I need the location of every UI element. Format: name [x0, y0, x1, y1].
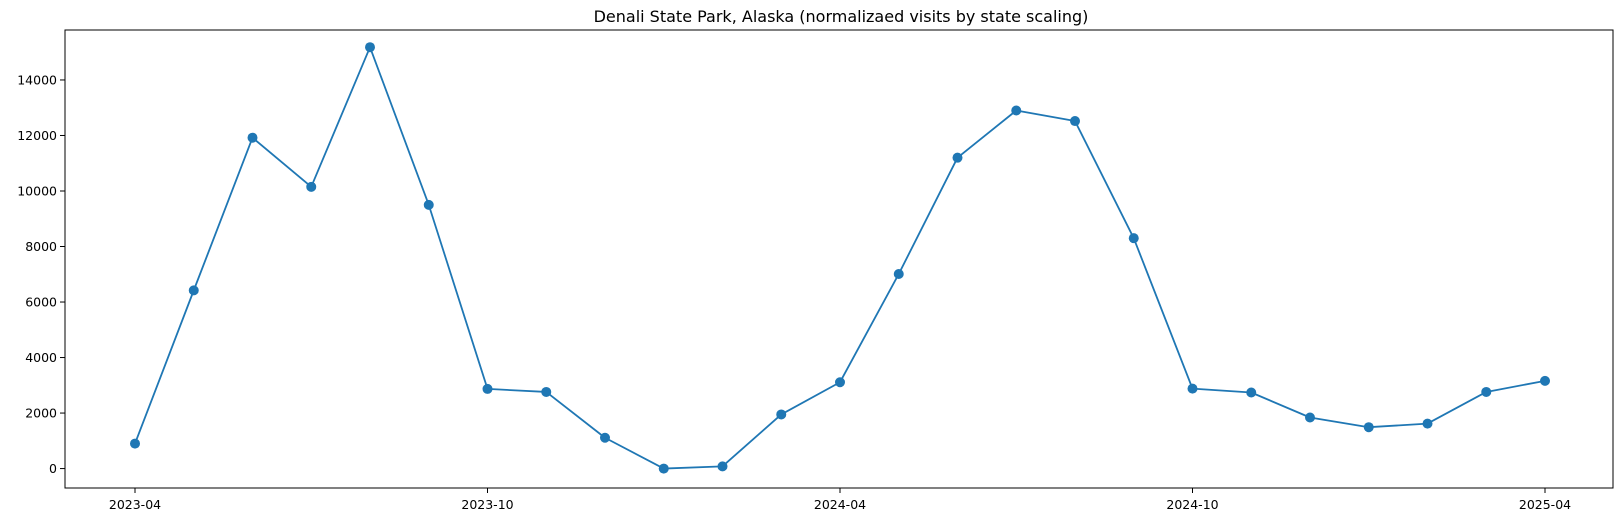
y-tick-label: 2000: [25, 406, 57, 421]
data-point: [423, 199, 434, 210]
data-point: [1070, 116, 1080, 127]
data-point: [1011, 105, 1022, 116]
data-point: [1128, 233, 1139, 244]
x-axis: 2023-04 2023-10 2024-04 2024-10 2025-04: [109, 488, 1571, 512]
y-tick-label: 12000: [17, 128, 57, 143]
data-point: [600, 432, 610, 443]
data-point: [306, 181, 317, 192]
data-point: [1540, 375, 1550, 386]
y-tick-label: 6000: [25, 295, 57, 310]
data-point: [365, 42, 375, 53]
data-point: [717, 461, 728, 472]
x-tick-label: 2024-10: [1166, 497, 1218, 512]
data-point: [835, 377, 845, 388]
data-point: [188, 285, 199, 296]
data-point: [482, 383, 493, 394]
data-point: [1481, 386, 1492, 397]
series-line: [134, 46, 1546, 470]
data-point: [1363, 422, 1374, 433]
data-point: [952, 152, 963, 163]
x-tick-label: 2024-04: [814, 497, 866, 512]
data-point: [247, 132, 258, 143]
data-point: [1422, 418, 1433, 429]
data-point: [658, 463, 669, 474]
data-point: [1246, 387, 1257, 398]
plot-area-frame: [64, 29, 1614, 489]
y-tick-label: 14000: [17, 72, 57, 87]
data-point: [776, 409, 787, 420]
y-tick-label: 4000: [25, 350, 57, 365]
data-point: [1187, 383, 1198, 394]
x-tick-label: 2025-04: [1519, 497, 1571, 512]
x-tick-label: 2023-10: [461, 497, 513, 512]
data-point: [541, 386, 552, 397]
y-axis: 0 2000 4000 6000 8000 10000 12000 14000: [17, 72, 65, 476]
y-tick-label: 8000: [25, 239, 57, 254]
series-group: [130, 42, 1550, 474]
data-point: [893, 268, 904, 279]
y-tick-label: 10000: [17, 183, 57, 198]
y-tick-label: 0: [49, 461, 57, 476]
data-point: [130, 438, 140, 449]
data-point: [1305, 412, 1315, 423]
chart-title: Denali State Park, Alaska (normalizaed v…: [594, 7, 1089, 26]
x-tick-label: 2023-04: [109, 497, 161, 512]
